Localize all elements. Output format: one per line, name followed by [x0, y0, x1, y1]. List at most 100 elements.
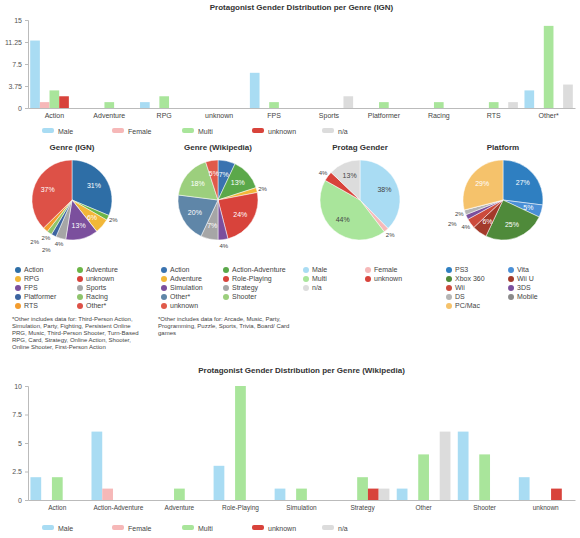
slices — [178, 160, 258, 240]
bar — [134, 500, 145, 501]
bar — [140, 102, 150, 108]
chart-title: Genre (Wikipedia) — [184, 143, 252, 152]
annotation: *Other includes data for: Third-Person A… — [12, 316, 139, 350]
bar — [368, 489, 379, 500]
data-label: 27% — [516, 179, 530, 186]
tick: 11.25 — [5, 39, 28, 46]
bar — [91, 432, 102, 500]
axis-line — [25, 21, 29, 109]
legend-swatch — [303, 276, 309, 282]
tick-label: RTS — [487, 112, 501, 119]
bar — [379, 102, 389, 108]
tick: unknown — [533, 504, 559, 511]
legend-swatch — [446, 276, 452, 282]
slice — [463, 160, 503, 210]
data-label: 29% — [475, 180, 489, 187]
tick: FPS — [267, 112, 281, 119]
tick: Adventure — [165, 504, 195, 511]
tick-mark — [25, 415, 28, 416]
tick: Shooter — [473, 504, 497, 511]
legend-swatch — [161, 276, 167, 282]
legend-label: Action — [170, 266, 190, 273]
legend-label: Multi — [198, 128, 213, 135]
bar — [296, 489, 307, 500]
bar — [179, 108, 189, 109]
pie-chart: Platform27%5%25%6%4%2%2%29%PS3VitaXbox 3… — [446, 143, 543, 309]
bar — [379, 489, 390, 500]
bar-chart: Protagonist Gender Distribution per Genr… — [5, 3, 576, 135]
bar — [41, 500, 52, 501]
tick-mark — [25, 500, 28, 501]
legend-label: Xbox 360 — [455, 275, 485, 282]
bar — [544, 26, 554, 108]
tick-label: Shooter — [473, 504, 497, 511]
bar — [257, 500, 268, 501]
tick: Action — [45, 112, 65, 119]
axis-line — [29, 108, 576, 109]
bar — [289, 108, 299, 109]
data-label: 5% — [209, 170, 219, 177]
legend-label: Strategy — [232, 284, 259, 292]
bar — [260, 108, 270, 109]
tick: RPG — [157, 112, 172, 119]
bar — [85, 108, 95, 109]
data-label: 2% — [109, 217, 118, 223]
data-label: 44% — [336, 216, 350, 223]
slices — [32, 160, 112, 240]
data-label: 2% — [455, 211, 464, 217]
tick-label: Racing — [428, 112, 450, 120]
bar — [102, 489, 113, 500]
tick: Other* — [539, 112, 560, 119]
bar — [153, 500, 164, 501]
legend-label: n/a — [312, 284, 322, 291]
slice — [331, 160, 360, 200]
tick: Strategy — [350, 504, 375, 512]
legend-label: unknown — [268, 128, 296, 135]
bar — [490, 500, 501, 501]
legend-label: Male — [58, 525, 73, 532]
data-label: 37% — [41, 186, 55, 193]
bar — [195, 108, 205, 109]
bar — [69, 108, 79, 109]
tick-mark — [25, 108, 28, 109]
data-label: 24% — [233, 211, 247, 218]
legend: ActionAction-AdventureAdventureRole-Play… — [161, 266, 286, 309]
tick: Action-Adventure — [93, 504, 143, 511]
legend-label: unknown — [86, 275, 114, 282]
tick-label: 5 — [18, 440, 22, 447]
tick-mark — [25, 42, 28, 43]
legend-swatch — [112, 525, 124, 530]
bar — [205, 108, 215, 109]
tick-label: RPG — [157, 112, 172, 119]
y-axis: 03.757.511.2515 — [5, 17, 29, 112]
bar — [508, 102, 518, 108]
bar — [214, 108, 224, 109]
bar — [415, 108, 425, 109]
bar — [279, 108, 289, 109]
data-label: 4% — [461, 224, 470, 230]
slice — [206, 160, 218, 200]
bar — [440, 432, 451, 500]
bar — [314, 108, 324, 109]
bar — [540, 500, 551, 501]
bar — [360, 108, 370, 109]
data-labels: 7%13%2%24%4%7%20%18%5% — [188, 170, 268, 248]
tick-label: 15 — [14, 17, 22, 24]
bar — [369, 108, 379, 109]
legend-swatch — [446, 303, 452, 309]
bar — [30, 41, 40, 108]
tick-mark — [25, 86, 28, 87]
legend-swatch — [508, 267, 514, 273]
data-label: 7% — [219, 171, 229, 178]
bar — [334, 108, 344, 109]
tick-label: Strategy — [350, 504, 375, 512]
tick: RTS — [487, 112, 501, 119]
tick-label: 7.5 — [12, 411, 22, 418]
bar — [407, 500, 418, 501]
bar-chart: Protagonist Gender Distribution per Genr… — [12, 366, 575, 532]
bar — [336, 500, 347, 501]
data-label: 2% — [448, 221, 457, 227]
tick: unknown — [205, 112, 233, 119]
bar — [562, 500, 573, 501]
legend-swatch — [223, 267, 229, 273]
